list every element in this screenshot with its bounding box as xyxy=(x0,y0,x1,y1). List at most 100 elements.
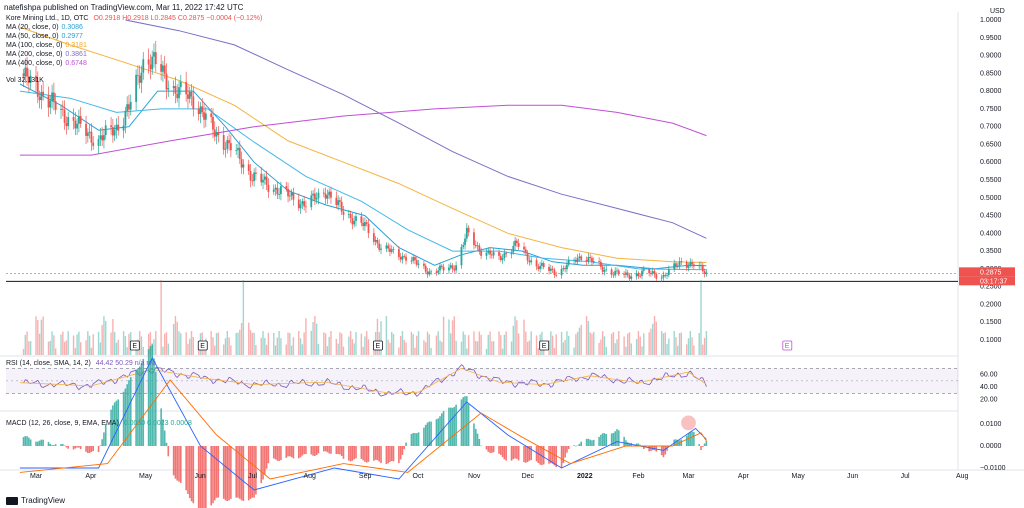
candle-body xyxy=(567,260,570,265)
volume-bar xyxy=(88,335,91,355)
candle-body xyxy=(578,256,581,258)
macd-histogram-bar xyxy=(242,446,245,501)
volume-bar xyxy=(587,321,590,355)
volume-bar xyxy=(650,328,652,355)
candle-body xyxy=(535,260,538,267)
macd-histogram-bar xyxy=(517,446,520,461)
volume-bar xyxy=(342,346,345,355)
macd-histogram-bar xyxy=(85,446,87,452)
candle-body xyxy=(517,243,520,247)
candle-body xyxy=(473,232,475,246)
candle-body xyxy=(288,195,291,197)
volume-bar xyxy=(428,334,430,355)
macd-histogram-bar xyxy=(550,446,552,464)
volume-bar xyxy=(289,333,291,355)
legend-ohlc: O0.2918 H0.2918 L0.2845 C0.2875 −0.0004 … xyxy=(93,15,263,22)
macd-histogram-bar xyxy=(76,446,78,448)
volume-bar xyxy=(689,331,691,355)
volume-bar xyxy=(76,334,78,355)
candle-body xyxy=(178,87,180,99)
candle-body xyxy=(167,88,170,90)
volume-bar xyxy=(192,336,195,355)
volume-bar xyxy=(423,340,425,355)
volume-bar xyxy=(265,344,268,355)
candle-body xyxy=(376,239,379,244)
volume-bar xyxy=(503,334,506,355)
volume-bar xyxy=(605,346,607,355)
macd-histogram-bar xyxy=(267,446,270,464)
candle-body xyxy=(566,264,568,270)
publish-header: natefishpa published on TradingView.com,… xyxy=(4,3,244,12)
candle-body xyxy=(162,65,164,72)
macd-histogram-bar xyxy=(499,446,502,455)
macd-histogram-bar xyxy=(478,438,481,446)
volume-bar xyxy=(303,332,305,355)
macd-histogram-bar xyxy=(178,446,180,482)
candle-body xyxy=(401,256,404,260)
volume-bar xyxy=(251,332,254,355)
macd-histogram-bar xyxy=(49,443,52,446)
candle-body xyxy=(249,171,252,181)
macd-histogram-bar xyxy=(142,358,145,446)
candle-body xyxy=(365,222,368,224)
macd-histogram-bar xyxy=(237,446,239,498)
candle-body xyxy=(555,274,558,276)
macd-histogram-bar xyxy=(235,446,238,498)
candle-body xyxy=(86,132,89,136)
candle-body xyxy=(347,213,350,215)
macd-histogram-bar xyxy=(412,432,414,446)
time-axis-label: Jul xyxy=(901,473,910,480)
time-axis-label: Dec xyxy=(522,473,535,480)
macd-histogram-bar xyxy=(376,446,379,461)
candle-body xyxy=(179,81,182,88)
candle-body xyxy=(190,91,193,97)
candle-body xyxy=(235,150,238,151)
volume-bar xyxy=(585,316,588,355)
candle-body xyxy=(630,276,633,279)
candle-body xyxy=(201,106,204,113)
macd-histogram-bar xyxy=(505,446,507,461)
volume-bar xyxy=(326,346,329,355)
candle-body xyxy=(573,259,575,261)
macd-histogram-bar xyxy=(137,368,139,446)
volume-bar xyxy=(99,342,102,355)
volume-bar xyxy=(117,339,119,355)
volume-bar xyxy=(85,340,87,355)
moving-average-ma100 xyxy=(19,26,707,263)
volume-bar xyxy=(575,334,577,355)
macd-histogram-bar xyxy=(42,439,44,446)
legend-ma-label: MA (400, close, 0) xyxy=(6,60,63,67)
volume-bar xyxy=(149,332,152,355)
volume-bar xyxy=(189,338,191,355)
macd-histogram-bar xyxy=(115,400,118,446)
macd-histogram-bar xyxy=(501,446,504,458)
macd-histogram-bar xyxy=(167,446,170,457)
macd-histogram-bar xyxy=(117,399,120,446)
volume-bar xyxy=(92,334,94,355)
macd-histogram-bar xyxy=(126,384,128,446)
legend-ma-3: MA (200, close, 0) 0.3861 xyxy=(6,51,87,59)
candle-body xyxy=(115,124,118,131)
rsi-sma-line xyxy=(19,367,707,394)
macd-histogram-bar xyxy=(701,446,704,447)
candle-body xyxy=(675,263,677,267)
candle-body xyxy=(503,253,506,259)
volume-bar xyxy=(312,322,314,355)
volume-bar xyxy=(392,333,395,355)
macd-histogram-bar xyxy=(605,434,608,446)
volume-bar xyxy=(323,332,325,355)
volume-bar xyxy=(280,338,282,355)
volume-bar xyxy=(416,335,418,355)
price-tick-label: 0.9500 xyxy=(980,35,1002,42)
macd-histogram-bar xyxy=(138,366,141,446)
volume-bar xyxy=(37,320,39,355)
candle-body xyxy=(29,75,32,83)
macd-histogram-bar xyxy=(426,422,429,446)
volume-bar xyxy=(578,327,581,355)
legend-ma-label: MA (200, close, 0) xyxy=(6,51,63,58)
candle-body xyxy=(676,265,679,267)
tradingview-brand[interactable]: TradingView xyxy=(6,496,65,505)
macd-histogram-bar xyxy=(555,446,558,468)
volume-bar xyxy=(362,346,364,355)
candle-body xyxy=(110,125,112,128)
